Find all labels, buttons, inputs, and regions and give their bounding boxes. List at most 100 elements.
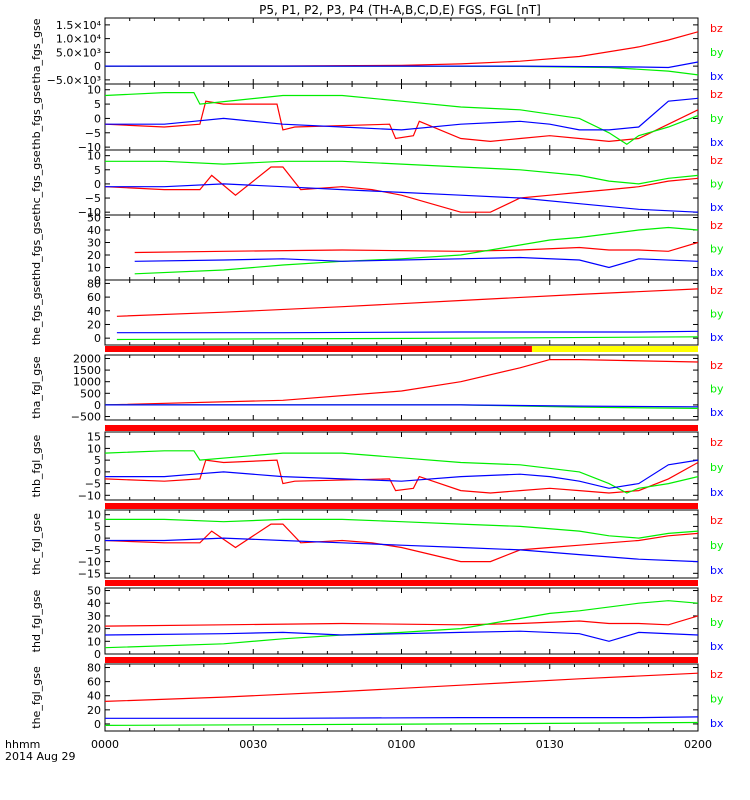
legend-bz: bz bbox=[710, 219, 723, 232]
series-line-by bbox=[105, 721, 698, 727]
legend-by: by bbox=[710, 178, 724, 191]
series-line-bx bbox=[105, 97, 698, 131]
legend-by: by bbox=[710, 308, 724, 321]
y-tick-label: 1500 bbox=[73, 364, 101, 377]
y-tick-label: 10 bbox=[87, 442, 101, 455]
y-tick-label: 1.0×10⁴ bbox=[56, 33, 102, 46]
y-tick-label: 10 bbox=[87, 635, 101, 648]
y-tick-label: 40 bbox=[87, 224, 101, 237]
mode-bar bbox=[105, 346, 532, 352]
legend-bz: bz bbox=[710, 592, 723, 605]
series-line-bx bbox=[105, 61, 698, 69]
y-axis-label: tha_fgl_gse bbox=[30, 356, 43, 419]
x-axis: 0000 0030 0100 0130 0200 bbox=[91, 738, 712, 751]
legend-bz: bz bbox=[710, 668, 723, 681]
series-line-bz bbox=[105, 359, 698, 406]
x-tick-label: 0000 bbox=[91, 738, 119, 751]
legend-bx: bx bbox=[710, 70, 724, 83]
legend-by: by bbox=[710, 112, 724, 125]
y-tick-label: 0 bbox=[94, 274, 101, 287]
y-tick-label: 0 bbox=[94, 178, 101, 191]
series-line-by bbox=[105, 91, 698, 146]
series-line-bz bbox=[134, 241, 698, 254]
x-tick-label: 0100 bbox=[388, 738, 416, 751]
y-axis-label: tha_fgs_gse bbox=[30, 18, 43, 83]
y-tick-label: 5.0×10³ bbox=[56, 46, 101, 59]
y-tick-label: 10 bbox=[87, 262, 101, 275]
legend-by: by bbox=[710, 461, 724, 474]
y-tick-label: 5 bbox=[94, 454, 101, 467]
y-tick-label: 50 bbox=[87, 212, 101, 225]
chart-title: P5, P1, P2, P3, P4 (TH-A,B,C,D,E) FGS, F… bbox=[259, 3, 541, 17]
y-tick-label: 0 bbox=[94, 399, 101, 412]
series-line-bx bbox=[134, 256, 698, 269]
series-line-bx bbox=[116, 330, 698, 334]
series-line-bx bbox=[105, 459, 698, 489]
legend-bx: bx bbox=[710, 331, 724, 344]
y-tick-label: 0 bbox=[94, 466, 101, 479]
y-tick-label: −5 bbox=[85, 478, 101, 491]
legend-bx: bx bbox=[710, 564, 724, 577]
y-tick-label: 5 bbox=[94, 520, 101, 533]
y-tick-label: 60 bbox=[87, 676, 101, 689]
legend-by: by bbox=[710, 693, 724, 706]
y-tick-label: −10 bbox=[78, 489, 101, 502]
mode-bar bbox=[105, 657, 698, 663]
legend-by: by bbox=[710, 616, 724, 629]
series-line-bz bbox=[116, 288, 698, 317]
y-tick-label: 0 bbox=[94, 532, 101, 545]
series-group bbox=[116, 288, 698, 341]
legend-bx: bx bbox=[710, 406, 724, 419]
series-line-by bbox=[105, 450, 698, 494]
y-axis-label: thd_fgl_gse bbox=[30, 589, 43, 652]
y-tick-label: 40 bbox=[87, 690, 101, 703]
y-tick-label: −10 bbox=[78, 556, 101, 569]
y-tick-label: 0 bbox=[94, 648, 101, 661]
y-tick-label: 10 bbox=[87, 509, 101, 522]
y-tick-label: −15 bbox=[78, 567, 101, 580]
y-axis-label: thc_fgl_gse bbox=[30, 513, 43, 575]
legend-bz: bz bbox=[710, 359, 723, 372]
y-tick-label: 80 bbox=[87, 662, 101, 675]
series-line-bx bbox=[105, 630, 698, 642]
y-tick-label: −500 bbox=[71, 411, 101, 424]
x-tick-label: 0130 bbox=[536, 738, 564, 751]
y-tick-label: 40 bbox=[87, 597, 101, 610]
series-line-bx bbox=[105, 537, 698, 563]
y-tick-label: 0 bbox=[94, 332, 101, 345]
date-label: 2014 Aug 29 bbox=[5, 750, 75, 763]
y-tick-label: −5 bbox=[85, 192, 101, 205]
panels: 1.5×10⁴1.0×10⁴5.0×10³0−5.0×10³tha_fgs_gs… bbox=[30, 17, 724, 732]
legend-by: by bbox=[710, 383, 724, 396]
series-line-bz bbox=[105, 459, 698, 494]
series-line-bz bbox=[105, 100, 698, 143]
series-line-bx bbox=[105, 183, 698, 213]
y-tick-label: 15 bbox=[87, 431, 101, 444]
y-axis-label: thb_fgl_gse bbox=[30, 434, 43, 497]
mode-bar bbox=[531, 346, 698, 352]
legend-bx: bx bbox=[710, 486, 724, 499]
series-line-bx bbox=[105, 716, 698, 719]
y-tick-label: 5 bbox=[94, 164, 101, 177]
mode-bar bbox=[105, 580, 698, 586]
y-tick-label: 10 bbox=[87, 150, 101, 163]
y-tick-label: 20 bbox=[87, 704, 101, 717]
legend-bx: bx bbox=[710, 266, 724, 279]
legend-bx: bx bbox=[710, 201, 724, 214]
x-tick-label: 0030 bbox=[239, 738, 267, 751]
legend-bx: bx bbox=[710, 640, 724, 653]
series-line-bz bbox=[105, 672, 698, 702]
y-tick-label: −5 bbox=[85, 127, 101, 140]
series-line-bz bbox=[105, 615, 698, 627]
y-tick-label: −5.0×10³ bbox=[47, 74, 101, 87]
y-axis-label: thd_fgs_gse bbox=[30, 215, 43, 281]
series-line-bx bbox=[105, 404, 698, 408]
mode-bars bbox=[105, 346, 698, 663]
